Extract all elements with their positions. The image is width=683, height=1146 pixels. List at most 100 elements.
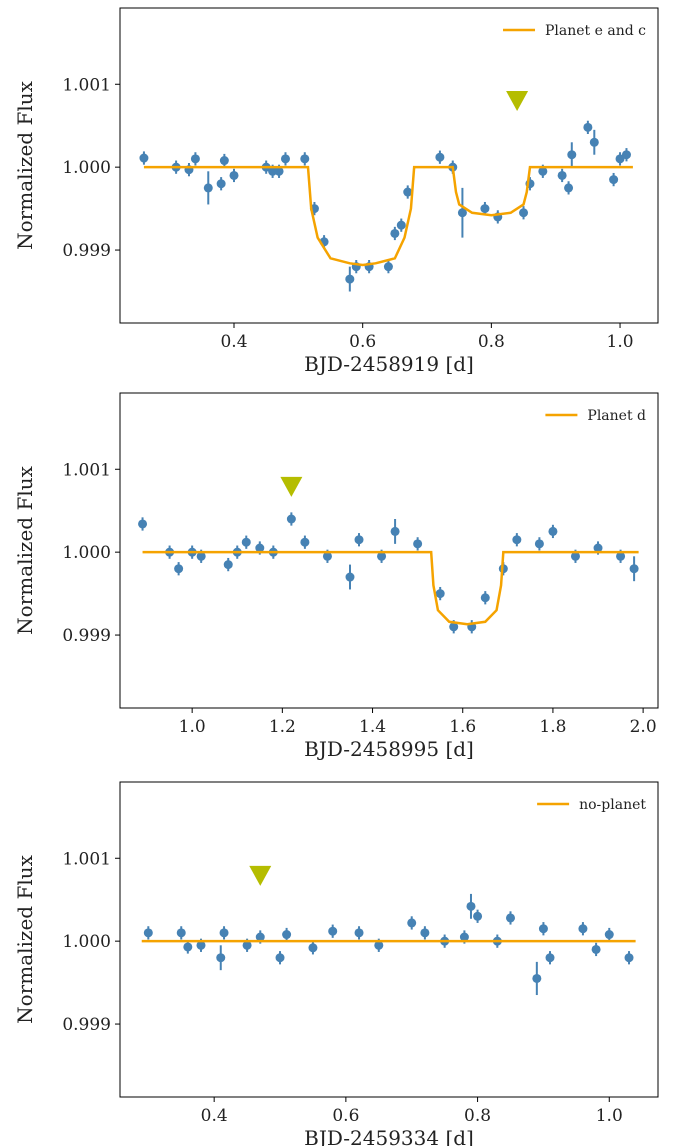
y-tick-label: 0.999 xyxy=(62,1015,111,1035)
binned-point xyxy=(275,953,285,963)
binned-point xyxy=(223,560,233,570)
binned-point xyxy=(532,973,542,983)
x-tick-label: 0.6 xyxy=(332,1106,359,1126)
y-tick-label: 1.001 xyxy=(62,849,111,869)
binned-point xyxy=(190,154,200,164)
binned-point xyxy=(308,943,318,953)
y-tick-label: 1.000 xyxy=(62,158,111,178)
binned-point xyxy=(143,928,153,938)
x-tick-label: 1.4 xyxy=(359,717,386,737)
binned-point xyxy=(139,153,149,163)
binned-point xyxy=(578,924,588,934)
binned-point xyxy=(545,953,555,963)
x-tick-label: 1.6 xyxy=(449,717,476,737)
binned-point xyxy=(390,228,400,238)
legend-label: no-planet xyxy=(579,797,646,813)
binned-point xyxy=(241,537,251,547)
binned-point xyxy=(268,166,278,176)
y-axis-label: Normalized Flux xyxy=(13,465,37,634)
binned-point xyxy=(534,539,544,549)
binned-point xyxy=(403,187,413,197)
legend-label: Planet d xyxy=(587,408,646,424)
binned-point xyxy=(480,204,490,214)
plot-frame xyxy=(119,7,659,324)
binned-point xyxy=(583,122,593,132)
x-tick-label: 1.0 xyxy=(607,332,634,352)
event-marker xyxy=(280,476,303,497)
x-tick-label: 0.4 xyxy=(201,1106,228,1126)
binned-point xyxy=(564,183,574,193)
binned-point xyxy=(593,543,603,553)
y-axis-label: Normalized Flux xyxy=(13,854,37,1023)
binned-point xyxy=(591,944,601,954)
binned-point xyxy=(255,932,265,942)
binned-point xyxy=(328,926,338,936)
x-tick-label: 0.6 xyxy=(349,332,376,352)
y-tick-label: 1.000 xyxy=(62,543,111,563)
panel: 0.4 0.6 0.8 1.0 0.999 1.000 1.001 BJD-2458919 [… xyxy=(13,7,659,376)
x-tick-label: 1.8 xyxy=(539,717,566,737)
x-axis-label: BJD-2458919 [d] xyxy=(304,352,474,376)
x-tick-label: 1.2 xyxy=(269,717,296,737)
binned-point xyxy=(466,901,476,911)
binned-point xyxy=(615,154,625,164)
binned-point xyxy=(604,930,614,940)
binned-point xyxy=(609,175,619,185)
binned-point xyxy=(480,593,490,603)
binned-point xyxy=(255,543,265,553)
x-tick-label: 0.4 xyxy=(220,332,247,352)
binned-point xyxy=(274,166,284,176)
y-axis-label: Normalized Flux xyxy=(13,80,37,249)
binned-point xyxy=(457,208,467,218)
binned-point xyxy=(354,928,364,938)
binned-point xyxy=(174,564,184,574)
binned-point xyxy=(322,551,332,561)
binned-point xyxy=(300,537,310,547)
binned-point xyxy=(621,150,631,160)
binned-point xyxy=(407,918,417,928)
binned-point xyxy=(589,137,599,147)
event-marker xyxy=(249,865,272,886)
y-tick-label: 0.999 xyxy=(62,241,111,261)
x-tick-label: 0.8 xyxy=(478,332,505,352)
binned-point xyxy=(548,526,558,536)
binned-point xyxy=(538,924,548,934)
binned-point xyxy=(383,262,393,272)
binned-point xyxy=(505,913,515,923)
binned-point xyxy=(219,928,229,938)
model-line xyxy=(143,165,633,267)
x-tick-label: 2.0 xyxy=(630,717,657,737)
plot-frame xyxy=(119,781,659,1098)
binned-point xyxy=(242,940,252,950)
binned-point xyxy=(624,953,634,963)
binned-point xyxy=(216,179,226,189)
binned-point xyxy=(390,526,400,536)
binned-point xyxy=(345,274,355,284)
binned-point xyxy=(196,940,206,950)
binned-point xyxy=(473,911,483,921)
binned-point xyxy=(282,930,292,940)
binned-point xyxy=(512,535,522,545)
binned-point xyxy=(280,154,290,164)
model-line xyxy=(142,550,639,626)
y-tick-label: 1.000 xyxy=(62,932,111,952)
panel: 0.4 0.6 0.8 1.0 0.999 1.000 1.001 BJD-2459334 [… xyxy=(13,781,659,1146)
binned-point xyxy=(345,572,355,582)
binned-point xyxy=(413,539,423,549)
x-tick-label: 0.8 xyxy=(464,1106,491,1126)
event-marker xyxy=(506,91,529,112)
legend-label: Planet e and c xyxy=(545,23,646,39)
binned-point xyxy=(229,170,239,180)
binned-point xyxy=(449,622,459,632)
binned-point xyxy=(557,170,567,180)
binned-point xyxy=(629,564,639,574)
binned-point xyxy=(567,150,577,160)
y-tick-label: 1.001 xyxy=(62,460,111,480)
binned-point xyxy=(459,932,469,942)
binned-point xyxy=(286,514,296,524)
binned-point xyxy=(616,551,626,561)
panel: 1.0 1.2 1.4 1.6 1.8 2.0 0.999 1.000 1.001 BJD-245… xyxy=(13,392,659,761)
binned-point xyxy=(196,551,206,561)
binned-point xyxy=(354,535,364,545)
binned-point xyxy=(435,589,445,599)
